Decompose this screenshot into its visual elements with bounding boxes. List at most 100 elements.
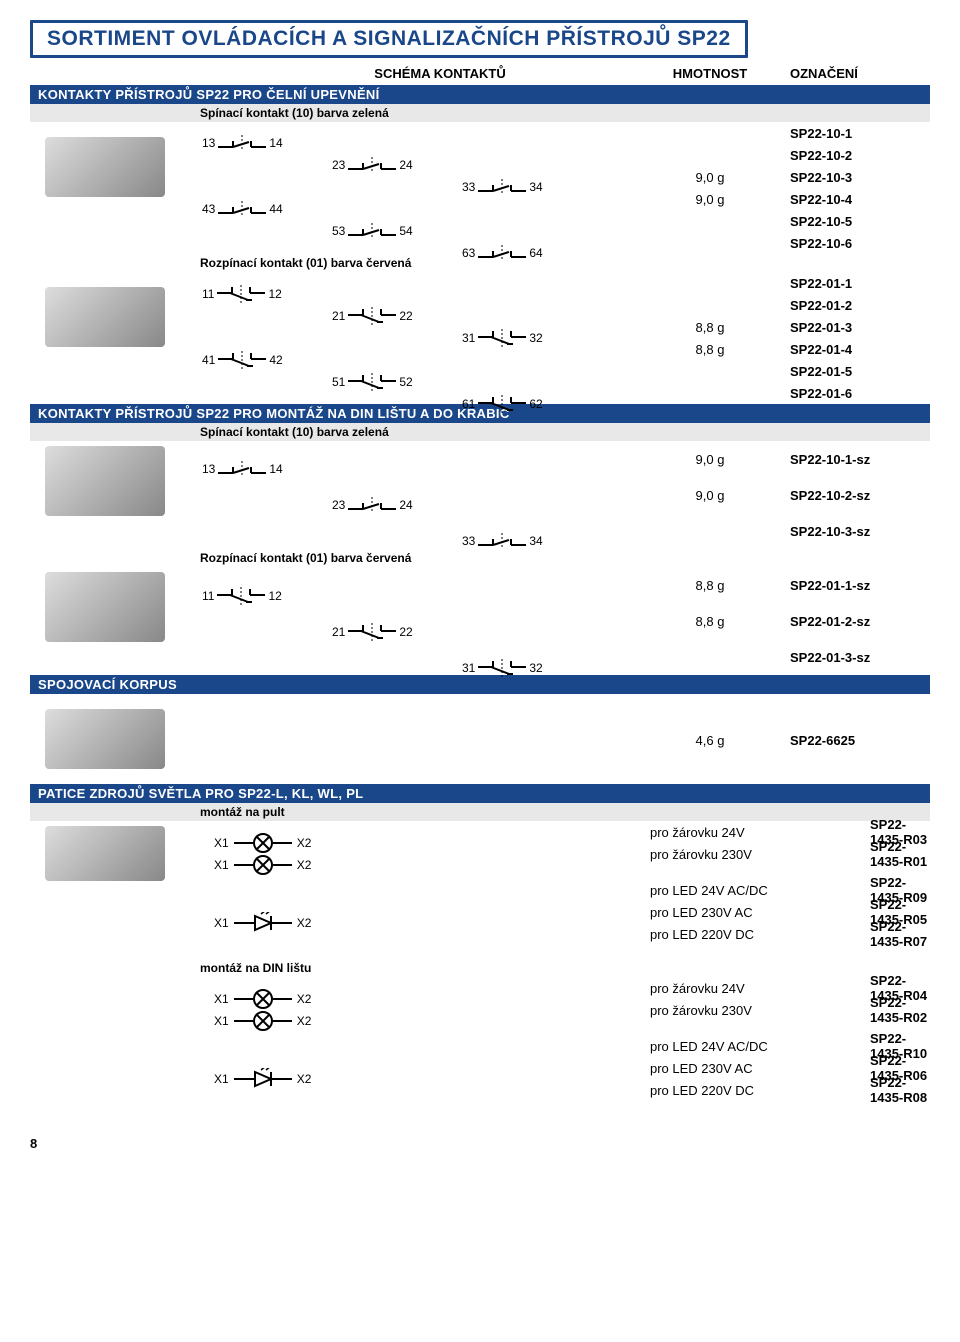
- section-3-title: SPOJOVACÍ KORPUS: [30, 675, 930, 694]
- section-2-nc-block: 11128,8 gSP22-01-1-sz21228,8 gSP22-01-2-…: [30, 567, 930, 675]
- table-row: X1X2pro žárovku 24VSP22-1435-R04: [30, 977, 930, 999]
- weight-value: 8,8 g: [650, 578, 770, 593]
- section-2-sub-no: Spínací kontakt (10) barva zelená: [30, 423, 930, 441]
- section-2-no-block: 13149,0 gSP22-10-1-sz23249,0 gSP22-10-2-…: [30, 441, 930, 549]
- table-row: 2122SP22-01-2: [30, 294, 930, 316]
- table-row: 33349,0 gSP22-10-3: [30, 166, 930, 188]
- code-value: SP22-10-5: [770, 214, 930, 229]
- section-4-sub-pult: montáž na pult: [30, 803, 930, 821]
- code-value: SP22-10-1-sz: [770, 452, 930, 467]
- section-4-block: X1X2pro žárovku 24VSP22-1435-R03X1X2pro …: [30, 821, 930, 1115]
- code-value: SP22-1435-R08: [850, 1075, 930, 1105]
- header-schema: SCHÉMA KONTAKTŮ: [30, 66, 650, 81]
- column-headers: SCHÉMA KONTAKTŮ HMOTNOST OZNAČENÍ: [30, 64, 930, 85]
- lamp-symbol: X1X2: [210, 1010, 315, 1032]
- description-value: pro žárovku 24V: [650, 825, 850, 840]
- no-contact-symbol: 3334: [460, 179, 545, 195]
- lamp-symbol: X1X2: [210, 988, 315, 1010]
- code-value: SP22-01-2: [770, 298, 930, 313]
- no-contact-symbol: 1314: [200, 135, 285, 151]
- nc-contact-symbol: 1112: [200, 285, 284, 303]
- product-image: [45, 446, 165, 516]
- code-value: SP22-1435-R01: [850, 839, 930, 869]
- table-row: X1X2pro LED 230V ACSP22-1435-R05: [30, 901, 930, 923]
- table-row: 5354SP22-10-5: [30, 210, 930, 232]
- product-image: [45, 572, 165, 642]
- code-value: SP22-10-1: [770, 126, 930, 141]
- code-value: SP22-01-2-sz: [770, 614, 930, 629]
- description-value: pro LED 220V DC: [650, 927, 850, 942]
- table-row: pro LED 24V AC/DCSP22-1435-R09: [30, 879, 930, 901]
- description-value: pro LED 230V AC: [650, 1061, 850, 1076]
- table-row: 2122 8,8 gSP22-01-2-sz: [30, 603, 930, 639]
- page-title: SORTIMENT OVLÁDACÍCH A SIGNALIZAČNÍCH PŘ…: [30, 20, 748, 58]
- section-2-sub-nc: Rozpínací kontakt (01) barva červená: [30, 549, 930, 567]
- table-row: 1112SP22-01-1: [30, 272, 930, 294]
- table-row: 5152SP22-01-5: [30, 360, 930, 382]
- section-4-title: PATICE ZDROJŮ SVĚTLA PRO SP22-L, KL, WL,…: [30, 784, 930, 803]
- table-row: 1314 9,0 gSP22-10-1-sz: [30, 441, 930, 477]
- weight-value: 4,6 g: [650, 733, 770, 748]
- code-value: SP22-01-6: [770, 386, 930, 401]
- product-image: [45, 826, 165, 881]
- code-value: SP22-01-1: [770, 276, 930, 291]
- weight-value: 8,8 g: [650, 320, 770, 335]
- no-contact-symbol: 2324: [330, 157, 415, 173]
- table-row: pro LED 220V DCSP22-1435-R08: [30, 1079, 930, 1101]
- led-symbol: X1X2: [210, 912, 315, 934]
- nc-contact-symbol: 3132: [460, 659, 545, 677]
- weight-value: 9,0 g: [650, 488, 770, 503]
- section-3-block: 4,6 g SP22-6625: [30, 694, 930, 784]
- nc-contact-symbol: 1112: [200, 587, 284, 605]
- table-row: X1X2pro žárovku 230VSP22-1435-R01: [30, 843, 930, 865]
- no-contact-symbol: 3334: [460, 533, 545, 549]
- table-row: 3334 SP22-10-3-sz: [30, 513, 930, 549]
- table-row: X1X2pro LED 230V ACSP22-1435-R06: [30, 1057, 930, 1079]
- table-row: pro LED 24V AC/DCSP22-1435-R10: [30, 1035, 930, 1057]
- nc-contact-symbol: 2122: [330, 623, 415, 641]
- weight-value: 9,0 g: [650, 170, 770, 185]
- code-value: SP22-10-3-sz: [770, 524, 930, 539]
- code-value: SP22-01-3: [770, 320, 930, 335]
- code-value: SP22-10-4: [770, 192, 930, 207]
- description-value: pro žárovku 24V: [650, 981, 850, 996]
- table-row: 23249,0 gSP22-10-2-sz: [30, 477, 930, 513]
- description-value: pro LED 24V AC/DC: [650, 1039, 850, 1054]
- product-image: [45, 287, 165, 347]
- table-row: 11128,8 gSP22-01-1-sz: [30, 567, 930, 603]
- description-value: pro LED 220V DC: [650, 1083, 850, 1098]
- code-value: SP22-01-5: [770, 364, 930, 379]
- code-value: SP22-10-3: [770, 170, 930, 185]
- code-value: SP22-1435-R07: [850, 919, 930, 949]
- product-image: [45, 137, 165, 197]
- no-contact-symbol: 6364: [460, 245, 545, 261]
- section-1-title: KONTAKTY PŘÍSTROJŮ SP22 PRO ČELNÍ UPEVNĚ…: [30, 85, 930, 104]
- led-symbol: X1X2: [210, 1068, 315, 1090]
- table-row: 6162SP22-01-6: [30, 382, 930, 404]
- section-1-nc-block: 1112SP22-01-12122SP22-01-231328,8 gSP22-…: [30, 272, 930, 404]
- no-contact-symbol: 2324: [330, 497, 415, 513]
- no-contact-symbol: 4344: [200, 201, 285, 217]
- section-1-no-block: 1314SP22-10-12324SP22-10-233349,0 gSP22-…: [30, 122, 930, 254]
- weight-value: 8,8 g: [650, 614, 770, 629]
- section-4-sub-din: montáž na DIN lištu: [30, 959, 930, 977]
- no-contact-symbol: 1314: [200, 461, 285, 477]
- description-value: pro LED 230V AC: [650, 905, 850, 920]
- code-value: SP22-10-6: [770, 236, 930, 251]
- no-contact-symbol: 5354: [330, 223, 415, 239]
- table-row: 6364SP22-10-6: [30, 232, 930, 254]
- code-value: SP22-10-2: [770, 148, 930, 163]
- code-value: SP22-6625: [770, 733, 930, 748]
- table-row: 1314SP22-10-1: [30, 122, 930, 144]
- table-row: X1X2pro žárovku 230VSP22-1435-R02: [30, 999, 930, 1021]
- title-text: SORTIMENT OVLÁDACÍCH A SIGNALIZAČNÍCH PŘ…: [47, 27, 731, 50]
- table-row: 31328,8 gSP22-01-3: [30, 316, 930, 338]
- weight-value: 9,0 g: [650, 452, 770, 467]
- table-row: 3132 SP22-01-3-sz: [30, 639, 930, 675]
- code-value: SP22-01-3-sz: [770, 650, 930, 665]
- table-row: 2324SP22-10-2: [30, 144, 930, 166]
- code-value: SP22-1435-R02: [850, 995, 930, 1025]
- description-value: pro žárovku 230V: [650, 847, 850, 862]
- table-row: X1X2pro žárovku 24VSP22-1435-R03: [30, 821, 930, 843]
- nc-contact-symbol: 6162: [460, 395, 545, 413]
